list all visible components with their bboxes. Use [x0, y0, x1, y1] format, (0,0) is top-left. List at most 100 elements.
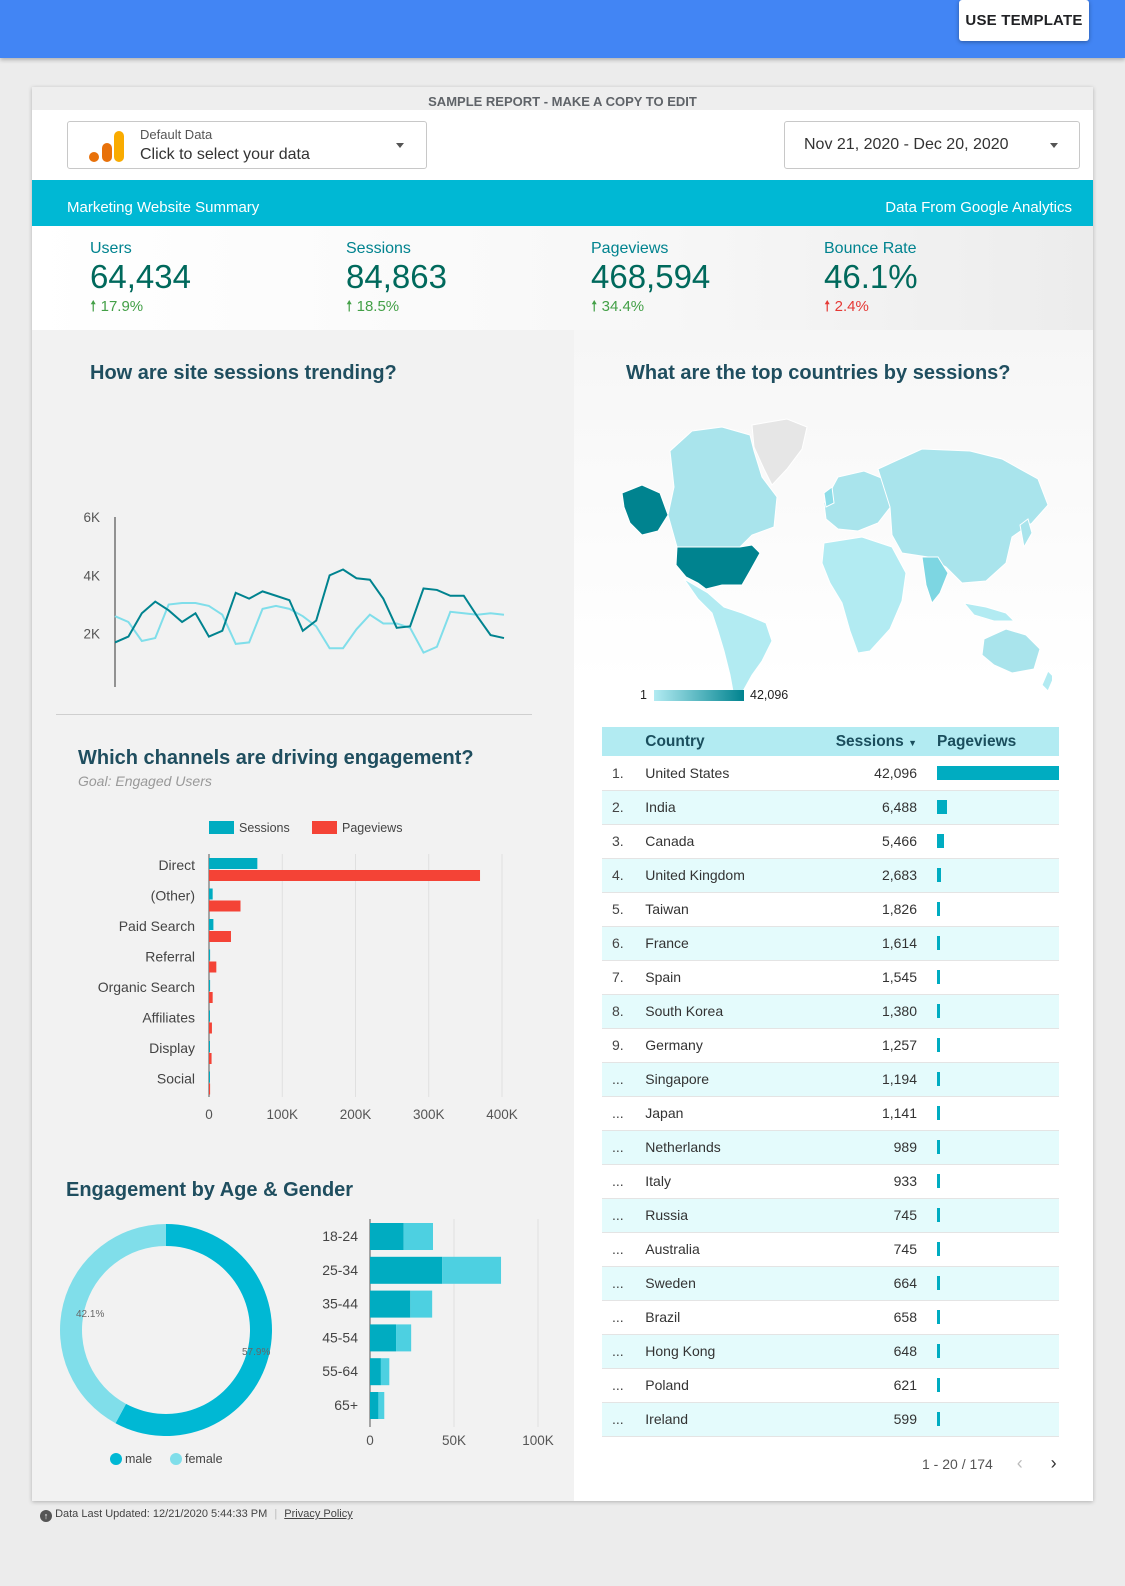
sessions-value: 1,380: [819, 994, 917, 1029]
male-bar: [370, 1324, 397, 1352]
sessions-value: 658: [819, 1300, 917, 1335]
pageviews-cell: [917, 1164, 1059, 1199]
table-row[interactable]: 5. Taiwan 1,826: [602, 892, 1059, 927]
table-row[interactable]: ... Hong Kong 648: [602, 1334, 1059, 1369]
country-name: Russia: [645, 1198, 820, 1233]
row-index: ...: [602, 1368, 646, 1403]
x-tick-label: 50K: [442, 1433, 466, 1448]
country-name: Poland: [645, 1368, 820, 1403]
female-bar: [380, 1358, 390, 1386]
sort-desc-icon: ▼: [908, 737, 917, 748]
pageviews-bar: [937, 1378, 940, 1392]
row-index: 5.: [602, 892, 646, 927]
sessions-bar: [209, 919, 214, 930]
table-row[interactable]: ... Netherlands 989: [602, 1130, 1059, 1165]
table-row[interactable]: 6. France 1,614: [602, 926, 1059, 961]
row-index: ...: [602, 1300, 646, 1335]
table-row[interactable]: ... Ireland 599: [602, 1402, 1059, 1437]
kpi-value: 46.1%: [824, 258, 918, 295]
table-row[interactable]: 2. India 6,488: [602, 790, 1059, 825]
table-row[interactable]: ... Australia 745: [602, 1232, 1059, 1267]
sessions-value: 2,683: [819, 858, 917, 893]
category-label: Display: [149, 1040, 195, 1056]
pageviews-bar: [937, 1106, 940, 1120]
country-name: Sweden: [645, 1266, 820, 1301]
pageviews-bar: [209, 900, 241, 912]
table-row[interactable]: 7. Spain 1,545: [602, 960, 1059, 995]
country-name: Ireland: [645, 1402, 820, 1437]
pageviews-bar: [937, 1242, 940, 1256]
date-range-value: Nov 21, 2020 - Dec 20, 2020: [804, 136, 1009, 153]
row-index: ...: [602, 1266, 646, 1301]
table-header-row: Country Sessions ▼ Pageviews: [602, 727, 1059, 756]
table-row[interactable]: ... Sweden 664: [602, 1266, 1059, 1301]
column-header-pageviews[interactable]: Pageviews: [917, 727, 1059, 756]
table-row[interactable]: ... Brazil 658: [602, 1300, 1059, 1335]
pageviews-bar: [937, 1344, 940, 1358]
category-label: 65+: [334, 1397, 358, 1413]
y-tick-label: 6K: [83, 510, 100, 525]
table-row[interactable]: ... Singapore 1,194: [602, 1062, 1059, 1097]
sessions-bar: [209, 1010, 210, 1022]
row-index: ...: [602, 1130, 646, 1165]
sessions-value: 648: [819, 1334, 917, 1369]
arrow-up-icon: 🠕: [824, 298, 831, 315]
table-row[interactable]: ... Italy 933: [602, 1164, 1059, 1199]
arrow-up-icon: 🠕: [346, 298, 353, 315]
pageviews-cell: [917, 892, 1059, 927]
pageviews-bar: [209, 1022, 212, 1034]
pageviews-cell: [917, 994, 1059, 1029]
sessions-trend-chart: 02K4K6KNov 21Nov 26Dec 1Dec 6Dec 11Dec 1…: [83, 510, 505, 687]
next-page-icon[interactable]: ›: [1050, 1453, 1057, 1473]
table-row[interactable]: 9. Germany 1,257: [602, 1028, 1059, 1063]
kpi-label: Pageviews: [591, 240, 669, 257]
table-row[interactable]: 4. United Kingdom 2,683: [602, 858, 1059, 893]
pageviews-bar: [937, 765, 1059, 780]
row-index: 6.: [602, 926, 646, 961]
summary-header: Marketing Website Summary Data From Goog…: [32, 180, 1093, 226]
table-row[interactable]: 8. South Korea 1,380: [602, 994, 1059, 1029]
kpi-users: Users 64,434 🠕 17.9%: [90, 240, 191, 321]
table-row[interactable]: 3. Canada 5,466: [602, 824, 1059, 859]
sessions-value: 989: [819, 1130, 917, 1165]
gender-donut-chart: 57.9% 42.1% male female: [59, 1224, 272, 1466]
kpi-value: 84,863: [346, 258, 447, 295]
table-row[interactable]: ... Japan 1,141: [602, 1096, 1059, 1131]
row-index: 9.: [602, 1028, 646, 1063]
row-index: 8.: [602, 994, 646, 1029]
category-label: 35-44: [322, 1296, 358, 1312]
section-divider: [56, 714, 532, 715]
female-bar: [396, 1324, 412, 1352]
kpi-scorecards: [32, 226, 1093, 330]
sessions-value: 745: [819, 1232, 917, 1267]
column-header-sessions[interactable]: Sessions ▼: [819, 727, 917, 756]
pageviews-cell: [917, 1402, 1059, 1437]
kpi-label: Bounce Rate: [824, 240, 917, 257]
legend-label: female: [185, 1452, 223, 1466]
sessions-value: 42,096: [819, 756, 917, 791]
analytics-logo-icon: [89, 131, 124, 162]
table-row[interactable]: 1. United States 42,096: [602, 756, 1059, 791]
data-source-value: Click to select your data: [140, 146, 310, 163]
pageviews-bar: [209, 961, 217, 973]
previous-page-icon[interactable]: ‹: [1016, 1453, 1023, 1473]
pageviews-bar: [209, 870, 481, 881]
column-header-country[interactable]: Country: [645, 727, 820, 756]
x-tick-label: 200K: [340, 1107, 372, 1122]
pageviews-bar: [937, 902, 940, 916]
sessions-value: 1,141: [819, 1096, 917, 1131]
data-source-note: Data From Google Analytics: [885, 199, 1072, 216]
date-range-selector[interactable]: Nov 21, 2020 - Dec 20, 2020: [784, 121, 1080, 169]
privacy-policy-link[interactable]: Privacy Policy: [284, 1508, 353, 1520]
table-row[interactable]: ... Russia 745: [602, 1198, 1059, 1233]
country-name: United States: [645, 756, 820, 791]
world-map: 1 42,096: [621, 418, 1052, 702]
row-index: ...: [602, 1062, 646, 1097]
table-row[interactable]: ... Poland 621: [602, 1368, 1059, 1403]
use-template-button[interactable]: USE TEMPLATE: [959, 0, 1089, 41]
row-index: 2.: [602, 790, 646, 825]
legend-swatch: [110, 1453, 122, 1465]
data-source-selector[interactable]: Default Data Click to select your data: [67, 121, 427, 169]
kpi-value: 64,434: [90, 258, 191, 295]
country-table: Country Sessions ▼ Pageviews 1. United St…: [602, 727, 1059, 1437]
